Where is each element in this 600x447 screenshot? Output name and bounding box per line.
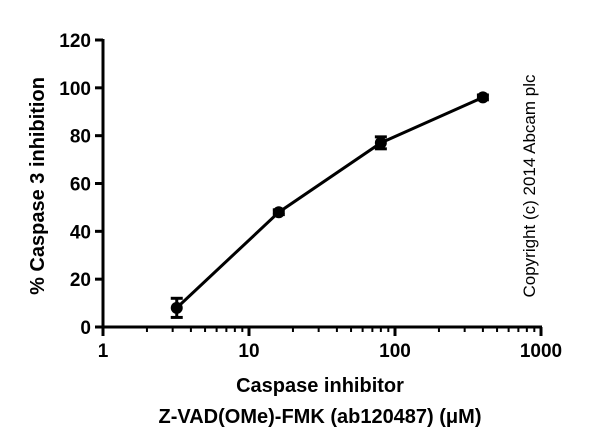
x-axis-title-line1: Caspase inhibitor <box>236 375 404 397</box>
series-line <box>175 96 484 309</box>
data-point <box>476 91 489 104</box>
y-tick-label: 120 <box>59 31 91 52</box>
y-ticks: 0 20 40 60 80 100 120 <box>59 31 103 339</box>
data-point <box>170 301 183 314</box>
x-ticks: 1 10 100 1000 <box>98 327 562 362</box>
y-tick-label: 20 <box>70 270 91 291</box>
x-tick-label: 1000 <box>520 341 562 362</box>
x-tick-label: 10 <box>238 341 259 362</box>
x-tick-label: 100 <box>379 341 411 362</box>
y-tick-label: 60 <box>70 175 91 196</box>
data-point <box>272 206 285 219</box>
data-point <box>374 136 387 149</box>
y-axis-title: % Caspase 3 inhibition <box>27 77 49 295</box>
y-tick-label: 80 <box>70 127 91 148</box>
y-tick-label: 0 <box>80 318 91 339</box>
y-tick-label: 100 <box>59 79 91 100</box>
x-tick-label: 1 <box>98 341 109 362</box>
series-layer <box>170 91 489 319</box>
x-axis-title-line2: Z-VAD(OMe)-FMK (ab120487) (μM) <box>159 406 482 428</box>
copyright-notice: Copyright (c) 2014 Abcam plc <box>520 74 539 297</box>
y-tick-label: 40 <box>70 222 91 243</box>
